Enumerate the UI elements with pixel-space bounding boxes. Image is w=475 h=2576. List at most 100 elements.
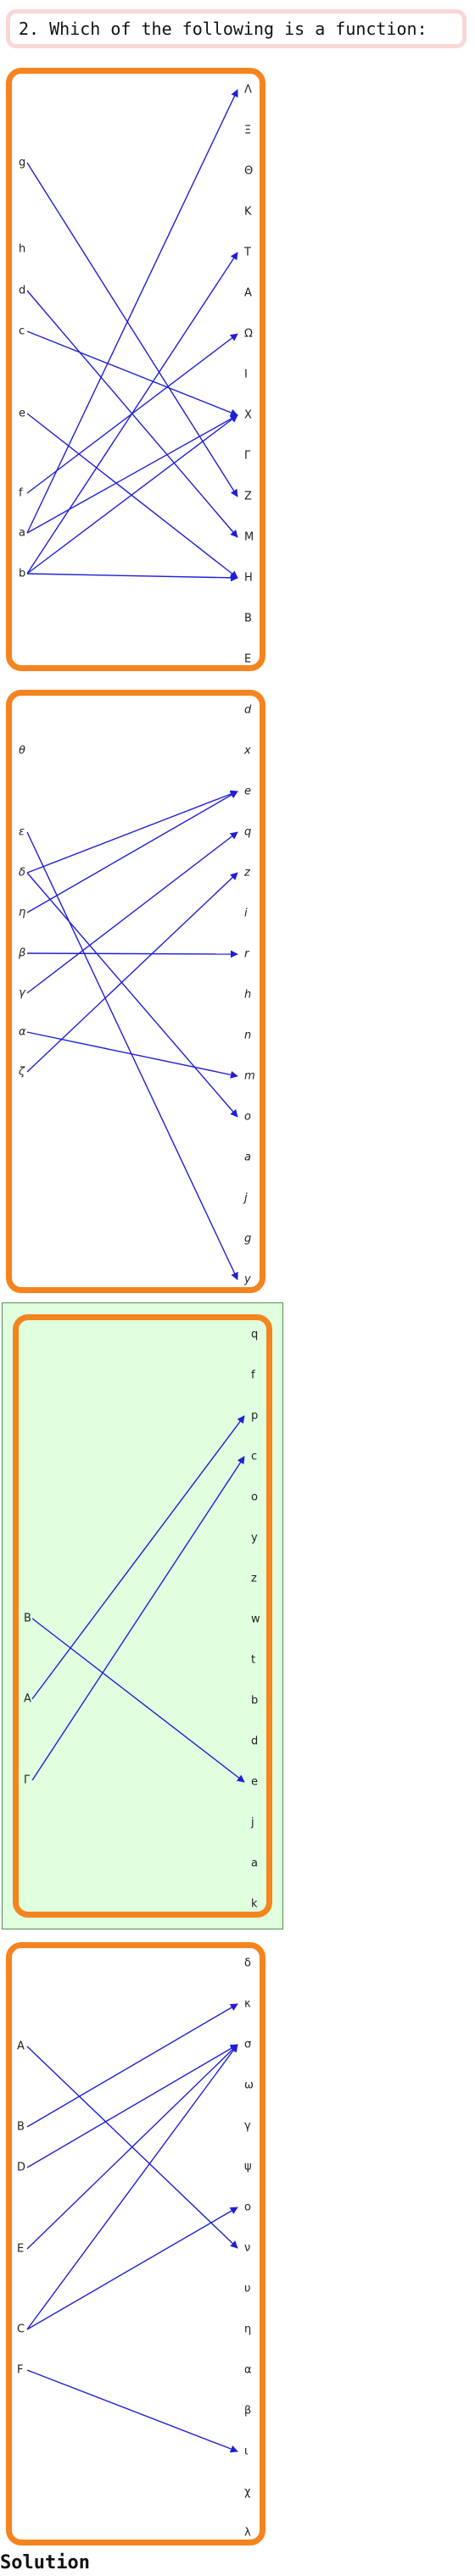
codomain-label: Τ (243, 247, 251, 259)
codomain-label: Κ (244, 206, 252, 219)
mapping-arrow (31, 1456, 245, 1781)
codomain-label: Ω (244, 328, 253, 341)
codomain-label: z (243, 867, 251, 880)
codomain-label: υ (244, 2283, 251, 2296)
mapping-arrow (26, 872, 238, 1118)
codomain-label: Θ (244, 165, 253, 178)
domain-label: c (19, 325, 25, 338)
codomain-label: Ξ (244, 125, 251, 137)
mapping-arrow (26, 831, 238, 994)
codomain-label: j (243, 1192, 248, 1205)
codomain-label: η (244, 2323, 251, 2336)
mapping-arrow (26, 89, 238, 534)
diagram-3: B A Γq f p c o y z w t b d e j a k (24, 1329, 260, 1911)
domain-label: A (24, 1693, 31, 1706)
diagram-panel-3 (13, 1314, 272, 1918)
diagram-2: θ ε δ η β γ α ζ d x e q z i r h n m o a j g y (18, 704, 255, 1286)
codomain-label: t (251, 1654, 255, 1667)
mapping-arrow (26, 330, 238, 417)
codomain-label: f (251, 1369, 255, 1382)
domain-label: θ (19, 745, 25, 758)
codomain-label: Χ (244, 409, 252, 422)
domain-label: f (19, 487, 23, 500)
codomain-label: ν (244, 2242, 250, 2255)
mapping-arrow (26, 2044, 238, 2330)
mapping-arrow (26, 2003, 238, 2128)
mapping-arrow (26, 831, 238, 1280)
codomain-label: χ (244, 2486, 251, 2499)
mapping-arrow (26, 414, 238, 534)
codomain-label: r (244, 948, 250, 961)
domain-label: β (18, 947, 25, 960)
codomain-label: c (251, 1451, 257, 1463)
codomain-label: h (244, 989, 251, 1002)
domain-label: ζ (18, 1066, 25, 1079)
domain-label: ε (19, 826, 25, 839)
codomain-label: o (251, 1491, 258, 1504)
answer-highlight (2, 1302, 283, 1929)
domain-label: B (17, 2121, 25, 2134)
codomain-label: x (243, 745, 251, 758)
codomain-label: α (244, 2364, 252, 2377)
diagram-panel-1 (6, 68, 265, 671)
codomain-label: g (244, 1233, 251, 1246)
domain-label: B (24, 1613, 31, 1625)
mapping-arrow (26, 790, 238, 874)
mapping-arrow (26, 2044, 238, 2168)
codomain-label: q (244, 826, 251, 839)
domain-label: a (19, 527, 25, 540)
codomain-label: j (250, 1817, 254, 1829)
domain-label: b (19, 568, 25, 580)
domain-label: F (17, 2364, 23, 2377)
domain-label: g (19, 157, 25, 169)
domain-label: D (17, 2162, 25, 2174)
codomain-label: e (251, 1776, 258, 1789)
codomain-label: Λ (244, 84, 252, 97)
codomain-label: Μ (244, 531, 254, 544)
domain-label: δ (19, 867, 25, 880)
codomain-label: y (251, 1532, 258, 1545)
domain-label: A (17, 2040, 25, 2053)
mapping-arrow (26, 872, 238, 1073)
codomain-label: σ (244, 2039, 251, 2051)
codomain-label: w (251, 1613, 260, 1626)
codomain-label: Η (244, 572, 253, 585)
codomain-label: z (251, 1573, 257, 1585)
codomain-label: γ (244, 2120, 251, 2133)
domain-label: γ (19, 987, 26, 1000)
mapping-arrow (26, 2369, 238, 2453)
codomain-label: n (244, 1030, 251, 1042)
codomain-label: κ (244, 1998, 251, 2011)
codomain-label: Ε (244, 653, 251, 666)
diagram-panel-2 (6, 690, 265, 1293)
codomain-label: Ι (244, 369, 248, 381)
mapping-arrow (26, 252, 238, 575)
codomain-label: e (244, 786, 251, 798)
codomain-label: d (244, 704, 252, 717)
question-text: 2. Which of the following is a function: (6, 9, 467, 48)
diagram-1: g h d c e f a b Λ Ξ Θ Κ Τ Α Ω Ι Χ Γ Ζ Μ Η Β Ε (19, 84, 254, 666)
mapping-arrow (31, 1415, 245, 1700)
codomain-label: Ζ (244, 491, 252, 503)
codomain-label: δ (244, 1957, 251, 1970)
codomain-label: b (251, 1695, 258, 1707)
mapping-arrow (31, 1618, 245, 1783)
domain-label: η (19, 907, 25, 919)
codomain-label: y (243, 1274, 251, 1286)
codomain-label: ψ (244, 2161, 252, 2174)
diagram-4: A B D E C Fδ κ σ ω γ ψ ο ν υ η α β ι χ λ (17, 1957, 254, 2540)
codomain-label: ω (244, 2079, 254, 2092)
codomain-label: a (244, 1152, 251, 1164)
codomain-label: a (251, 1857, 258, 1870)
solution-label: Solution (0, 2552, 90, 2573)
codomain-label: ο (244, 2201, 251, 2214)
codomain-label: β (244, 2405, 251, 2418)
diagram-panel-4 (6, 1942, 265, 2545)
codomain-label: Γ (244, 450, 251, 463)
domain-label: e (19, 408, 25, 420)
mapping-arrow (26, 2044, 238, 2250)
domain-label: C (17, 2323, 25, 2336)
codomain-label: q (251, 1329, 258, 1341)
codomain-label: p (251, 1410, 258, 1423)
